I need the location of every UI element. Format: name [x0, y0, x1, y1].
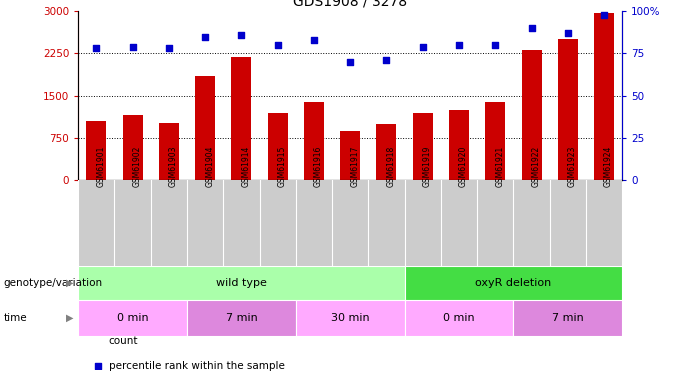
Text: 0 min: 0 min — [443, 313, 475, 323]
Point — [490, 42, 500, 48]
Text: GSM61916: GSM61916 — [314, 146, 323, 187]
Title: GDS1908 / 3278: GDS1908 / 3278 — [293, 0, 407, 9]
Bar — [78, 300, 187, 336]
Text: oxyR deletion: oxyR deletion — [475, 278, 551, 288]
Bar — [231, 57, 252, 180]
Bar — [558, 39, 578, 180]
Bar — [304, 102, 324, 180]
Text: time: time — [3, 313, 27, 323]
Bar — [377, 124, 396, 180]
Bar — [594, 13, 614, 180]
Text: percentile rank within the sample: percentile rank within the sample — [109, 361, 285, 370]
Point — [309, 37, 320, 43]
Text: GSM61924: GSM61924 — [604, 146, 613, 187]
Bar — [195, 76, 215, 180]
Bar — [413, 112, 432, 180]
Text: GSM61914: GSM61914 — [241, 146, 250, 187]
Point — [272, 42, 283, 48]
Text: 30 min: 30 min — [331, 313, 369, 323]
Bar — [513, 300, 622, 336]
Point — [562, 30, 573, 36]
Text: GSM61915: GSM61915 — [277, 146, 287, 187]
Text: GSM61901: GSM61901 — [97, 146, 105, 187]
Bar — [86, 121, 106, 180]
Text: 0 min: 0 min — [117, 313, 148, 323]
Point — [127, 44, 138, 50]
Text: GSM61917: GSM61917 — [350, 146, 359, 187]
Text: GSM61923: GSM61923 — [568, 146, 577, 187]
Text: GSM61918: GSM61918 — [386, 146, 396, 187]
Bar — [296, 300, 405, 336]
Point — [526, 25, 537, 31]
Point — [163, 45, 174, 51]
Point — [454, 42, 464, 48]
Point — [91, 45, 102, 51]
Bar — [405, 300, 513, 336]
Bar — [268, 112, 288, 180]
Text: GSM61922: GSM61922 — [532, 146, 541, 187]
Text: GSM61903: GSM61903 — [169, 146, 178, 187]
Bar — [405, 266, 622, 300]
Bar — [340, 131, 360, 180]
Text: GSM61921: GSM61921 — [495, 146, 505, 187]
Text: GSM61920: GSM61920 — [459, 146, 468, 187]
Point — [236, 32, 247, 38]
Bar — [522, 50, 541, 180]
Text: genotype/variation: genotype/variation — [3, 278, 103, 288]
Text: GSM61919: GSM61919 — [423, 146, 432, 187]
Text: GSM61904: GSM61904 — [205, 146, 214, 187]
Point — [381, 57, 392, 63]
Point — [200, 34, 211, 40]
Text: ▶: ▶ — [66, 313, 73, 323]
Bar — [78, 266, 405, 300]
Point — [598, 12, 609, 18]
Bar — [187, 300, 296, 336]
Text: count: count — [109, 336, 138, 346]
Point — [418, 44, 428, 50]
Text: 7 min: 7 min — [226, 313, 257, 323]
Bar — [486, 102, 505, 180]
Text: wild type: wild type — [216, 278, 267, 288]
Point — [92, 363, 103, 369]
Point — [345, 59, 356, 65]
Text: 7 min: 7 min — [552, 313, 583, 323]
Bar — [122, 116, 143, 180]
Bar — [449, 110, 469, 180]
Text: GSM61902: GSM61902 — [133, 146, 141, 187]
Bar — [159, 123, 179, 180]
Text: ▶: ▶ — [66, 278, 73, 288]
